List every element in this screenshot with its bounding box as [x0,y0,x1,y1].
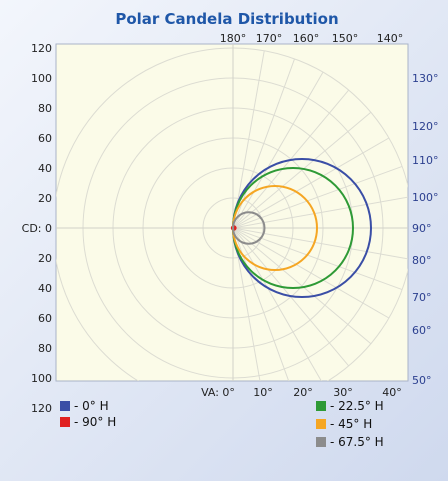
legend-swatch [316,419,326,429]
va-tick-label: 150° [332,32,359,45]
cd-tick-label: 40 [38,282,52,295]
va-axis-label: VA: 0° [201,386,235,399]
grid-spoke [232,196,408,229]
legend: - 0° H - 90° H - 22.5° H - 45° H - 67.5° H [60,399,384,449]
cd-tick-label: 120 [31,402,52,415]
cd-tick-label: 100 [31,372,52,385]
legend-swatch [316,437,326,447]
legend-label: - 0° H [74,399,109,413]
grid-spoke [232,137,390,229]
va-tick-label: 20° [293,386,313,399]
va-tick-label: 90° [412,222,432,235]
legend-label: - 22.5° H [330,399,384,413]
grid-spoke [232,227,322,381]
va-tick-label: 50° [412,374,432,387]
grid-spoke [232,111,372,229]
grid-spoke [232,227,408,260]
chart-title: Polar Candela Distribution [115,10,338,28]
legend-swatch [60,401,70,411]
grid-spoke [232,50,265,229]
va-tick-label: 140° [377,32,404,45]
va-tick-label: 100° [412,191,439,204]
legend-swatch [316,401,326,411]
grid-spoke [232,71,324,229]
grid-spoke [232,227,372,345]
va-tick-label: 80° [412,254,432,267]
cd-tick-label: 20 [38,252,52,265]
va-tick-label: 30° [333,386,353,399]
va-tick-label: 60° [412,324,432,337]
legend-label: - 45° H [330,417,372,431]
cd-tick-label: 20 [38,192,52,205]
va-tick-label: 70° [412,291,432,304]
legend-label: - 67.5° H [330,435,384,449]
cd-tick-label: 60 [38,312,52,325]
va-tick-label: 110° [412,154,439,167]
axis-ticks: 120 100 80 60 40 20 20 40 60 80 100 120 CD: 0 VA: 0° 1… [22,32,439,415]
va-tick-label: 170° [256,32,283,45]
candela-curve [232,211,266,245]
cd-tick-label: 60 [38,132,52,145]
va-tick-label: 130° [412,72,439,85]
va-tick-label: 160° [293,32,320,45]
cd-tick-label: 40 [38,162,52,175]
cd-axis-label: CD: 0 [22,222,52,235]
legend-label: - 90° H [74,415,116,429]
plot-area [55,43,409,382]
grid-spoke [232,227,390,319]
va-tick-label: 40° [382,386,402,399]
cd-tick-label: 80 [38,342,52,355]
va-tick-label: 120° [412,120,439,133]
cd-tick-label: 80 [38,102,52,115]
grid-spoke [232,227,261,381]
legend-swatch [60,417,70,427]
cd-tick-label: 100 [31,72,52,85]
va-tick-label: 180° [220,32,247,45]
va-tick-label: 10° [253,386,273,399]
candela-curves [230,158,372,298]
cd-tick-label: 120 [31,42,52,55]
